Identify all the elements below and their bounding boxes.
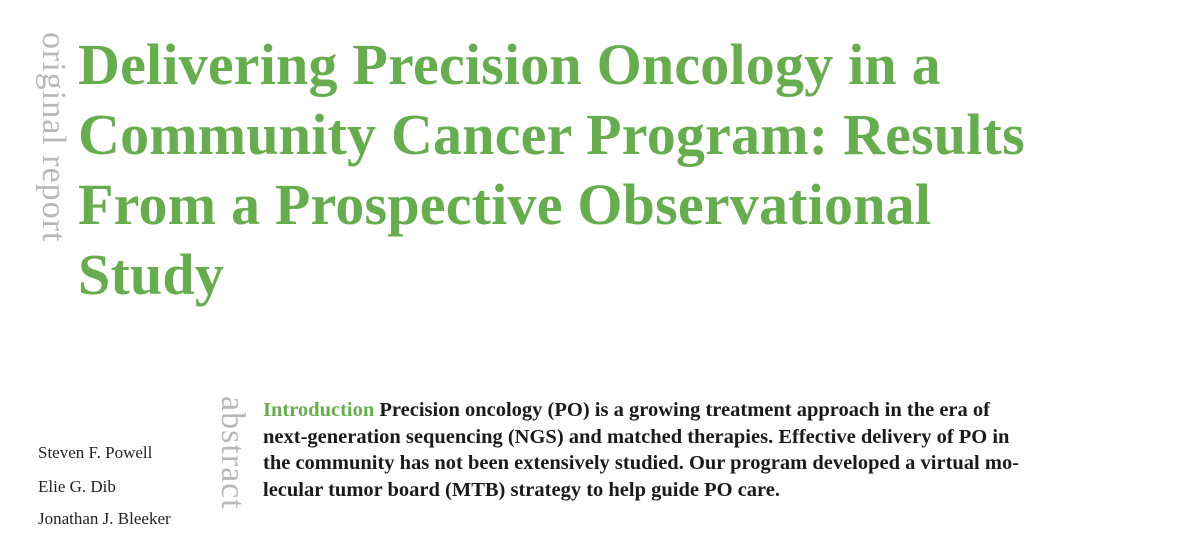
title-line: Delivering Precision Oncology in a	[78, 32, 941, 97]
article-title: Delivering Precision Oncology in a Commu…	[78, 30, 1188, 310]
author-name: Elie G. Dib	[38, 477, 116, 496]
abstract-heading: Introduction	[263, 399, 375, 421]
title-line: Study	[78, 242, 225, 307]
abstract-line: next-generation sequencing (NGS) and mat…	[263, 425, 1010, 448]
abstract-line: lecular tumor board (MTB) strategy to he…	[263, 478, 780, 501]
abstract-section-label: abstract	[214, 396, 251, 510]
abstract-text: Precision oncology (PO) is a growing tre…	[379, 399, 990, 421]
author-name: Steven F. Powell	[38, 443, 153, 462]
title-line: Community Cancer Program: Results	[78, 102, 1025, 167]
section-label: original report	[35, 32, 72, 243]
author-name: Jonathan J. Bleeker	[38, 509, 171, 528]
title-line: From a Prospective Observational	[78, 172, 932, 237]
abstract-body: Introduction Precision oncology (PO) is …	[263, 397, 1183, 503]
abstract-line: Introduction Precision oncology (PO) is …	[263, 397, 1183, 424]
author-list: Steven F. Powell Elie G. Dib Jonathan J.…	[38, 436, 171, 536]
abstract-line: the community has not been extensively s…	[263, 452, 1020, 474]
